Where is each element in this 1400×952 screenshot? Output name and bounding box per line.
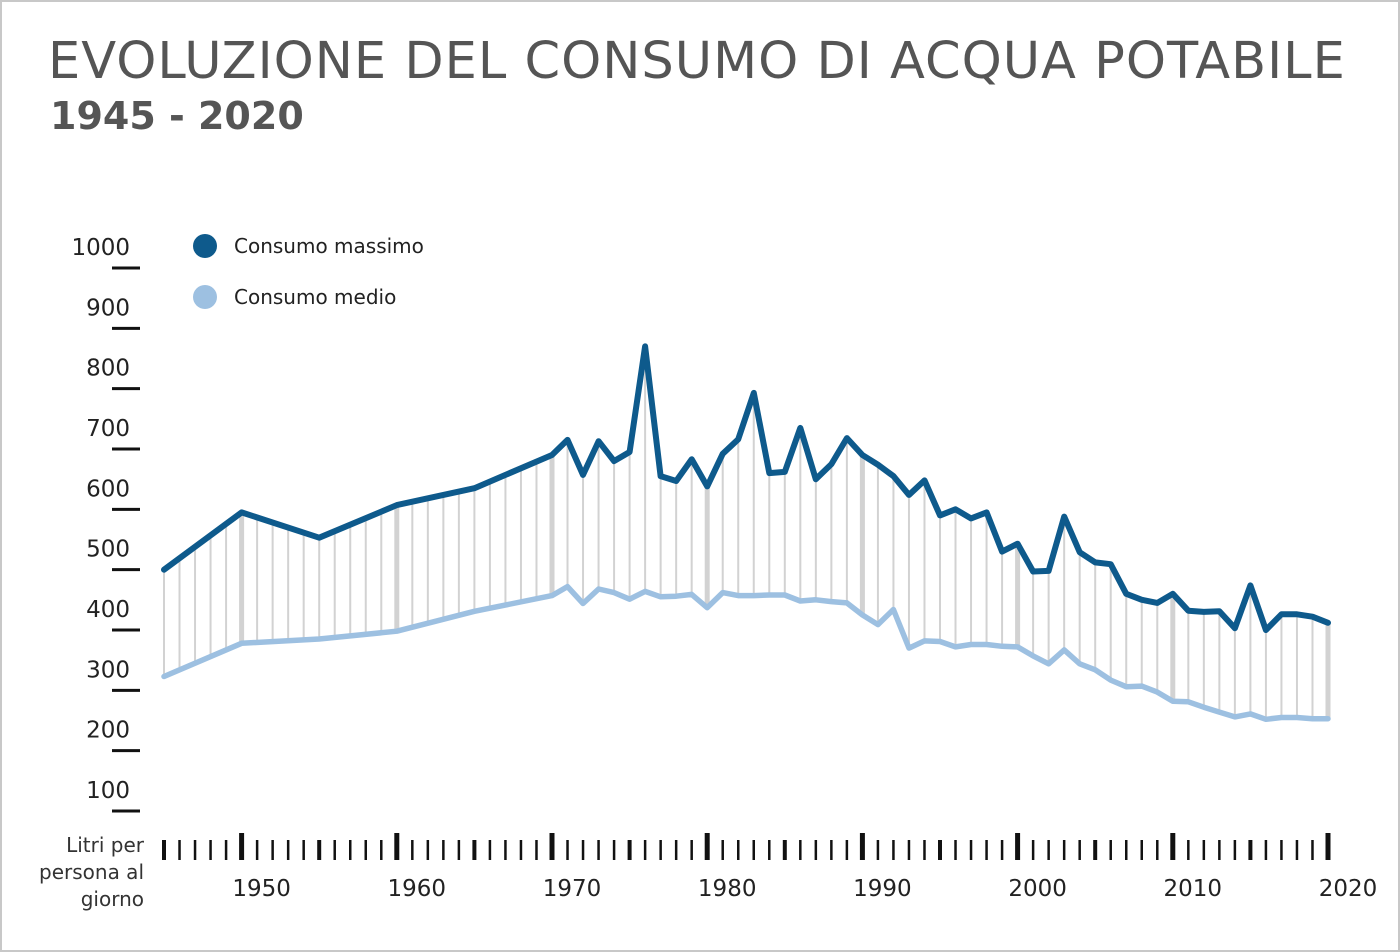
legend-marker-avg (193, 285, 217, 309)
y-tick-label: 700 (86, 416, 130, 442)
series-line-max (161, 343, 1331, 633)
chart-subtitle: 1945 - 2020 (50, 94, 304, 138)
legend-label-max: Consumo massimo (234, 234, 424, 258)
legend: Consumo massimo Consumo medio (193, 234, 424, 309)
y-tick-label: 200 (86, 718, 130, 744)
drop-lines (163, 346, 1331, 720)
y-tick-label: 400 (86, 597, 130, 623)
legend-marker-max (193, 234, 217, 258)
y-tick-label: 600 (86, 476, 130, 502)
series-lines (161, 343, 1331, 723)
y-axis: 1000 900 800 700 600 500 400 300 200 100 (71, 235, 140, 813)
series-line-avg (161, 583, 1331, 723)
chart-title: EVOLUZIONE DEL CONSUMO DI ACQUA POTABILE (48, 32, 1346, 91)
x-tick-label: 1970 (543, 876, 602, 902)
x-tick-label: 2020 (1319, 876, 1378, 902)
x-tick-label: 1960 (388, 876, 447, 902)
y-axis-label: Litri per persona al giorno (39, 833, 144, 911)
y-tick-label: 1000 (71, 235, 130, 261)
y-tick-label: 300 (86, 657, 130, 683)
y-tick-label: 500 (86, 537, 130, 563)
x-tick-label: 1990 (853, 876, 912, 902)
y-tick-label: 900 (86, 295, 130, 321)
legend-label-avg: Consumo medio (234, 285, 396, 309)
x-tick-label: 2010 (1164, 876, 1223, 902)
x-tick-label: 1950 (232, 876, 291, 902)
x-axis: 1950 1960 1970 1980 1990 2000 2010 2020 (162, 833, 1378, 902)
x-tick-label: 1980 (698, 876, 757, 902)
y-tick-label: 100 (86, 778, 130, 804)
x-tick-label: 2000 (1008, 876, 1067, 902)
y-tick-label: 800 (86, 356, 130, 382)
